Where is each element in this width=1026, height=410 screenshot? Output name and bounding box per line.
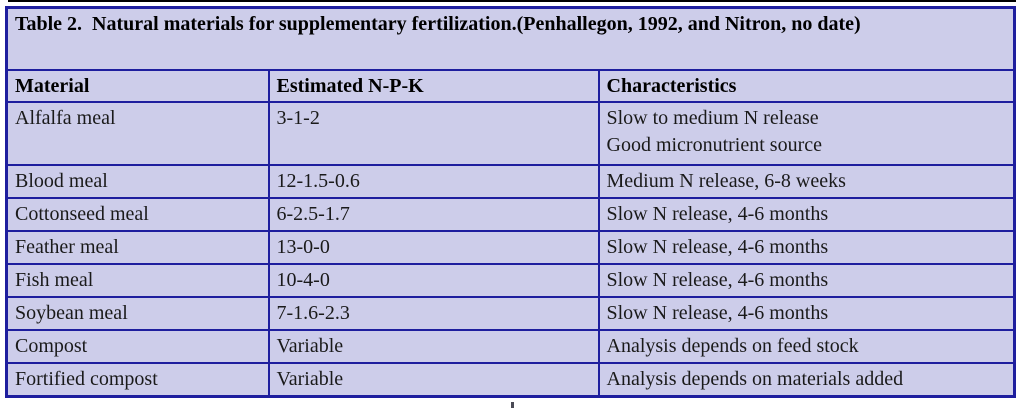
table-row: Alfalfa meal 3-1-2 Slow to medium N releas… — [5, 100, 1016, 166]
characteristics-cell: Slow to medium N release Good micronutrie… — [597, 100, 1016, 166]
characteristic-line: Good micronutrient source — [606, 133, 823, 156]
characteristic-line: Slow to medium N release — [606, 106, 819, 129]
header-row: Material Estimated N-P-K Characteristics — [5, 68, 1016, 103]
column-header-characteristics: Characteristics — [597, 68, 1016, 103]
characteristic-line: Analysis depends on materials added — [606, 367, 904, 390]
table-title: Table 2. Natural materials for supplemen… — [5, 6, 1016, 71]
characteristic-line: Medium N release, 6-8 weeks — [606, 169, 846, 192]
table-row: Feather meal 13-0-0 Slow N release, 4-6 mo… — [5, 229, 1016, 265]
column-header-material: Material — [5, 68, 270, 103]
npk-cell: Variable — [267, 328, 600, 364]
table-row: Blood meal 12-1.5-0.6 Medium N release, 6-… — [5, 163, 1016, 199]
characteristics-cell: Slow N release, 4-6 months — [597, 229, 1016, 265]
column-header-npk: Estimated N-P-K — [267, 68, 600, 103]
material-cell: Alfalfa meal — [5, 100, 270, 166]
table-row: Soybean meal 7-1.6-2.3 Slow N release, 4-6… — [5, 295, 1016, 331]
below-table-mark — [511, 402, 514, 408]
material-cell: Compost — [5, 328, 270, 364]
npk-cell: 7-1.6-2.3 — [267, 295, 600, 331]
characteristic-line: Slow N release, 4-6 months — [606, 235, 829, 258]
material-cell: Fish meal — [5, 262, 270, 298]
material-cell: Feather meal — [5, 229, 270, 265]
npk-cell: Variable — [267, 361, 600, 397]
characteristics-cell: Slow N release, 4-6 months — [597, 295, 1016, 331]
npk-cell: 3-1-2 — [267, 100, 600, 166]
title-row: Table 2. Natural materials for supplemen… — [5, 6, 1016, 71]
npk-cell: 10-4-0 — [267, 262, 600, 298]
top-rule — [8, 0, 1016, 2]
characteristic-line: Analysis depends on feed stock — [606, 334, 859, 357]
npk-cell: 12-1.5-0.6 — [267, 163, 600, 199]
material-cell: Blood meal — [5, 163, 270, 199]
material-cell: Soybean meal — [5, 295, 270, 331]
characteristics-cell: Medium N release, 6-8 weeks — [597, 163, 1016, 199]
characteristics-cell: Slow N release, 4-6 months — [597, 262, 1016, 298]
material-cell: Cottonseed meal — [5, 196, 270, 232]
characteristics-cell: Analysis depends on feed stock — [597, 328, 1016, 364]
table-row: Fortified compost Variable Analysis depend… — [5, 361, 1016, 397]
characteristics-cell: Analysis depends on materials added — [597, 361, 1016, 397]
npk-cell: 13-0-0 — [267, 229, 600, 265]
npk-cell: 6-2.5-1.7 — [267, 196, 600, 232]
fertilizer-table: Table 2. Natural materials for supplemen… — [5, 6, 1016, 398]
table-row: Cottonseed meal 6-2.5-1.7 Slow N release, … — [5, 196, 1016, 232]
characteristic-line: Slow N release, 4-6 months — [606, 301, 829, 324]
table-row: Compost Variable Analysis depends on feed … — [5, 328, 1016, 364]
characteristic-line: Slow N release, 4-6 months — [606, 268, 829, 291]
material-cell: Fortified compost — [5, 361, 270, 397]
characteristics-cell: Slow N release, 4-6 months — [597, 196, 1016, 232]
table-body: Table 2. Natural materials for supplemen… — [5, 6, 1016, 397]
table-row: Fish meal 10-4-0 Slow N release, 4-6 month… — [5, 262, 1016, 298]
characteristic-line: Slow N release, 4-6 months — [606, 202, 829, 225]
